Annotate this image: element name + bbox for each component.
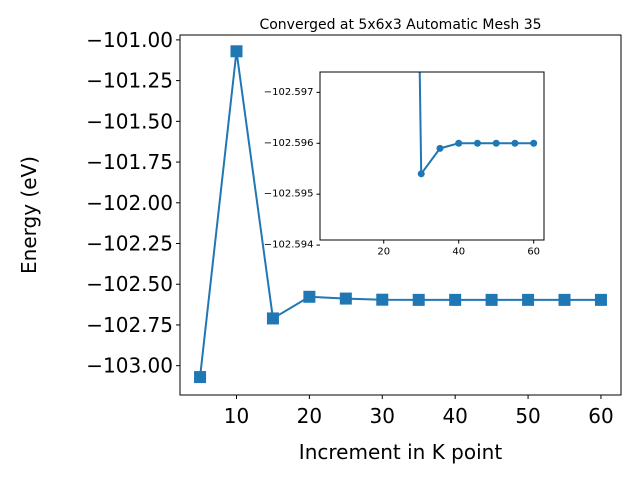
main-data-point (485, 293, 498, 306)
inset-data-point (417, 170, 425, 178)
inset-y-tick-label: −102.594 (264, 240, 314, 251)
inset-y-tick-label: −102.595 (264, 189, 314, 200)
main-y-tick-label: −102.50 (86, 272, 173, 296)
inset-frame (319, 71, 545, 241)
main-x-tick-label: 50 (515, 404, 540, 428)
inset-offscale-segment (418, 72, 423, 174)
inset-x-tick-label: 60 (527, 247, 540, 258)
inset-data-point (530, 139, 538, 147)
main-series-line (199, 50, 601, 378)
main-x-tick-label: 10 (224, 404, 249, 428)
main-data-point (558, 293, 571, 306)
chart-title: Converged at 5x6x3 Automatic Mesh 35 (259, 17, 541, 33)
inset-data-point (455, 139, 463, 147)
main-data-point (376, 293, 389, 306)
main-y-tick-label: −102.75 (86, 313, 173, 337)
main-data-point (449, 293, 462, 306)
main-data-point (230, 45, 243, 58)
inset-data-point (511, 139, 519, 147)
inset-y-tick-label: −102.597 (264, 87, 314, 98)
main-y-tick-label: −101.25 (86, 69, 173, 93)
main-data-point (194, 371, 207, 384)
inset-data-point (436, 144, 444, 152)
main-frame (179, 34, 622, 396)
main-data-point (303, 290, 316, 303)
main-series-group (194, 45, 607, 384)
y-axis-label: Energy (eV) (17, 156, 41, 274)
main-y-tick-label: −103.00 (86, 354, 173, 378)
inset-y-tick-label: −102.596 (264, 138, 314, 149)
main-data-point (412, 293, 425, 306)
main-x-tick-label: 30 (370, 404, 395, 428)
inset-data-point (473, 139, 481, 147)
main-y-tick-label: −101.00 (86, 28, 173, 52)
main-y-tick-label: −101.75 (86, 150, 173, 174)
main-data-point (594, 293, 607, 306)
main-y-tick-label: −101.50 (86, 109, 173, 133)
main-data-point (522, 293, 535, 306)
inset-x-tick-label: 20 (377, 247, 390, 258)
main-x-tick-label: 60 (588, 404, 613, 428)
inset-series-group (417, 72, 538, 178)
main-data-point (266, 312, 279, 325)
inset-x-tick-label: 40 (452, 247, 465, 258)
main-x-tick-label: 20 (297, 404, 322, 428)
main-x-tick-label: 40 (442, 404, 467, 428)
main-y-tick-label: −102.00 (86, 191, 173, 215)
inset-data-point (492, 139, 500, 147)
inset-plot-area: 20 40 60 −102.594 −102.595 −102.596 −102.597 (264, 71, 545, 258)
x-axis-label: Increment in K point (299, 440, 503, 464)
inset-background (320, 72, 544, 240)
main-plot-area: 10 20 30 40 50 60 −101.00 −101.25 −101.50 −101.75… (86, 28, 622, 428)
main-data-point (339, 292, 352, 305)
main-y-tick-label: −102.25 (86, 232, 173, 256)
